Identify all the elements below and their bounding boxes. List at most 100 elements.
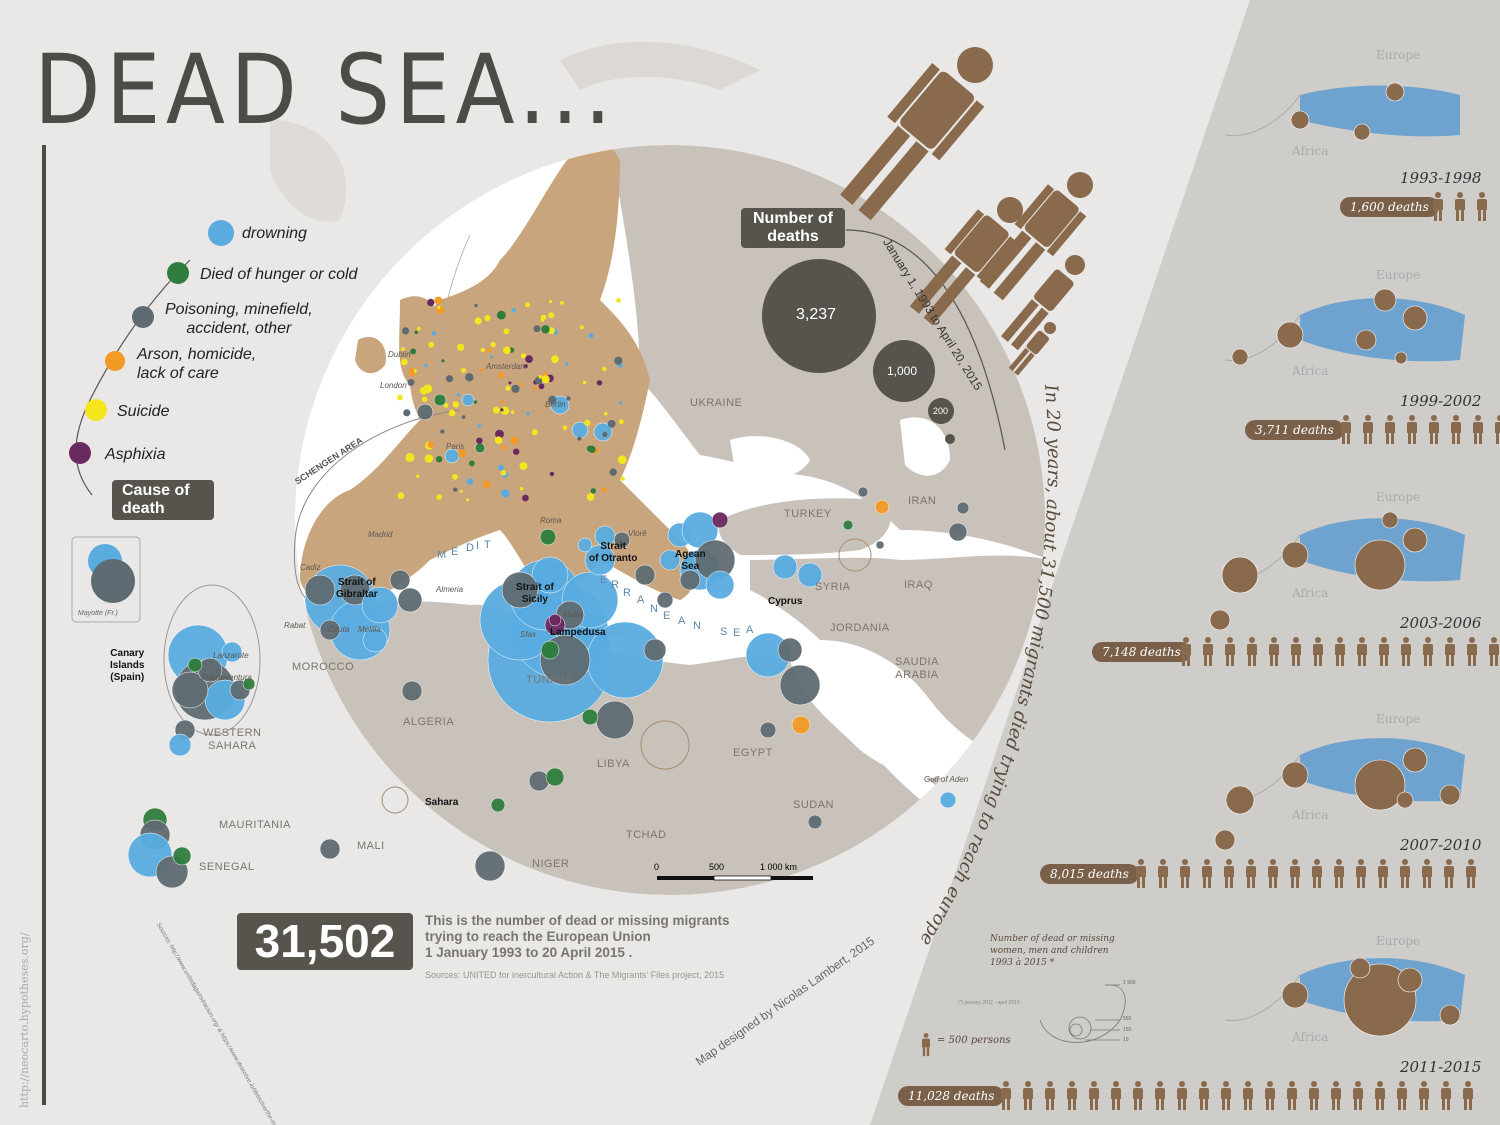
death-dot: [614, 356, 623, 365]
size-circle-1000: [873, 340, 935, 402]
country-label-mali: MALI: [357, 840, 385, 852]
death-dot: [541, 325, 550, 334]
person-icon: [1384, 415, 1396, 445]
death-bubble: [187, 657, 203, 673]
period-years: 2007-2010: [1400, 836, 1482, 854]
sea-letter: A: [678, 615, 687, 627]
death-dot: [469, 460, 475, 467]
death-dot: [503, 346, 511, 355]
death-bubble: [444, 448, 460, 464]
death-dot: [480, 347, 486, 353]
death-dot: [456, 393, 461, 397]
mini-bubble: [1349, 957, 1371, 979]
death-bubble: [168, 733, 192, 757]
legend-label: Died of hunger or cold: [200, 266, 358, 283]
city-label: Dublin: [388, 350, 411, 359]
city-label: Rabat: [284, 621, 306, 630]
suicide-swatch: [85, 399, 107, 421]
city-label: Cadiz: [300, 563, 321, 572]
death-bubble: [939, 791, 957, 809]
death-dot: [519, 382, 524, 387]
death-dot: [501, 445, 507, 451]
death-dot: [548, 299, 553, 304]
death-dot: [525, 302, 530, 308]
schengen-bracket: [293, 409, 461, 611]
death-dot: [562, 425, 568, 431]
death-dot: [410, 348, 417, 355]
city-label: Almeria: [436, 585, 464, 594]
death-dot: [448, 409, 456, 417]
death-dot: [416, 474, 420, 478]
death-bubbles: [127, 296, 970, 889]
person-icon: [1466, 637, 1478, 667]
death-bubble: [857, 486, 869, 498]
person-icon: [1242, 1081, 1254, 1111]
person-icon: [1340, 415, 1352, 445]
middle-east-land: [750, 555, 1045, 780]
death-dot: [519, 486, 524, 491]
death-dot: [549, 471, 555, 477]
death-dot: [452, 401, 459, 408]
death-dot: [540, 318, 545, 322]
country-label-algeria: ALGERIA: [403, 716, 455, 728]
mini-bubble: [1354, 759, 1406, 811]
number-of-deaths-box: Number of deaths: [741, 208, 845, 248]
person-icon: [1377, 859, 1389, 889]
death-dot: [513, 448, 520, 455]
death-bubble: [361, 586, 399, 624]
death-dot: [579, 325, 584, 330]
death-dot: [551, 355, 559, 364]
person-icon: [1312, 637, 1324, 667]
region-label: Canary Islands (Spain): [110, 648, 145, 683]
sea-letter: E: [733, 627, 742, 639]
people-note-heading: Number of dead or missing women, men and…: [990, 934, 1115, 968]
country-label-ukraine: UKRAINE: [690, 397, 743, 409]
death-dot: [618, 419, 624, 425]
death-dot: [548, 327, 555, 335]
death-dot: [489, 355, 493, 359]
person-icon: [1308, 1081, 1320, 1111]
death-bubble: [807, 814, 823, 830]
death-bubble: [759, 721, 777, 739]
death-dot: [416, 326, 421, 331]
person-icon: [1088, 1081, 1100, 1111]
total-deaths-number: 31,502: [237, 913, 413, 970]
mini-map-label: Africa: [1292, 1030, 1329, 1044]
unknown-sahara: [381, 786, 409, 814]
period-years: 2011-2015: [1400, 1058, 1482, 1076]
death-dot: [510, 436, 519, 445]
death-dot: [466, 478, 474, 485]
death-dot: [435, 456, 443, 463]
death-dot: [609, 468, 617, 476]
death-dot: [496, 310, 506, 320]
big-people-figures: [840, 47, 1093, 376]
person-icon: [1198, 1081, 1210, 1111]
death-bubble: [304, 574, 336, 606]
death-bubble: [584, 544, 616, 576]
person-icon: [1378, 637, 1390, 667]
legend-label: Arson, homicide, lack of care: [137, 346, 257, 382]
death-dot: [582, 380, 587, 385]
death-dot: [424, 363, 428, 368]
sea-letter: D: [466, 542, 475, 554]
person-icon: [1110, 1081, 1122, 1111]
death-dot: [584, 419, 591, 426]
mini-bubble: [1231, 348, 1249, 366]
person-icon: [1066, 1081, 1078, 1111]
death-bubble: [397, 587, 423, 613]
city-label: Berlin: [545, 400, 566, 409]
mini-bubble: [1209, 609, 1231, 631]
death-bubble: [956, 501, 970, 515]
black-sea: [730, 436, 810, 479]
death-dot: [465, 373, 474, 382]
person-icon: [1406, 415, 1418, 445]
mini-map-bubbles: [1209, 82, 1461, 1037]
asphixia-swatch: [69, 442, 91, 464]
sea-letter: R: [623, 587, 632, 599]
mini-bubble: [1353, 123, 1371, 141]
other-swatch: [132, 306, 154, 328]
vertical-rule: [42, 145, 46, 1105]
period-years: 1993-1998: [1400, 169, 1482, 187]
mini-map-1993-1998: [1224, 85, 1460, 137]
